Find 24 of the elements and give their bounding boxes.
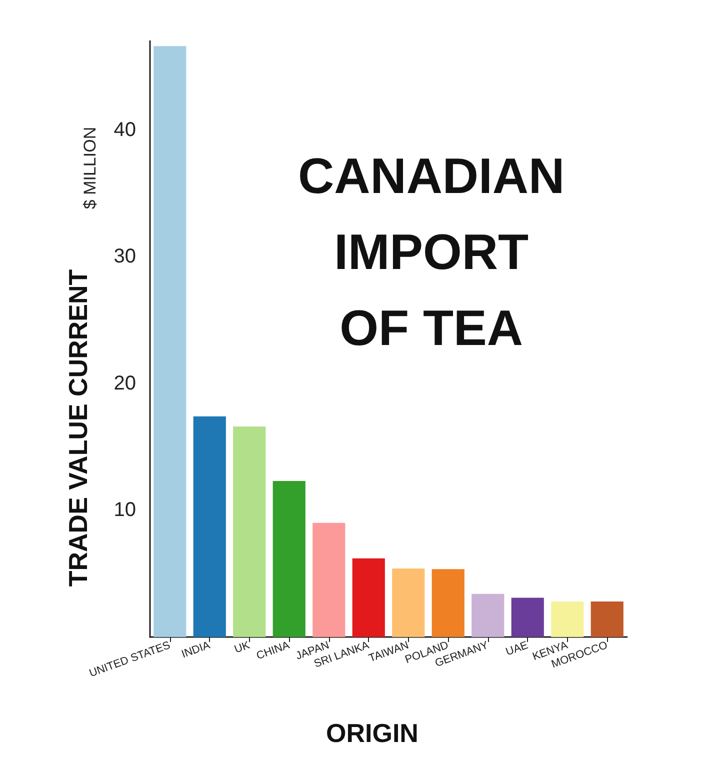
bar [392,568,425,637]
x-tick-label: UAE [504,639,530,658]
bar [590,601,624,637]
bar [154,46,186,637]
bar [352,558,385,637]
bar [272,481,306,637]
x-tick-label: CHINA [254,639,292,662]
bar [193,416,226,637]
text: $ MILLION [80,126,100,210]
bar [233,426,266,637]
y-tick-label: 40 [114,118,136,141]
y-tick-label: 10 [114,499,136,522]
text: CANADIAN IMPORT OF TEA [298,148,565,356]
y-tick-label: 30 [114,246,136,268]
bar [472,594,504,637]
bar [511,598,544,637]
x-axis-title: ORIGIN [326,718,418,748]
x-tick-label: UK [232,639,252,656]
bar [432,569,464,637]
y-axis-title: TRADE VALUE CURRENT [63,269,93,587]
bar [551,601,584,637]
y-tick-label: 20 [114,372,136,394]
bar [312,522,346,637]
x-tick-label: INDIA [180,639,212,661]
